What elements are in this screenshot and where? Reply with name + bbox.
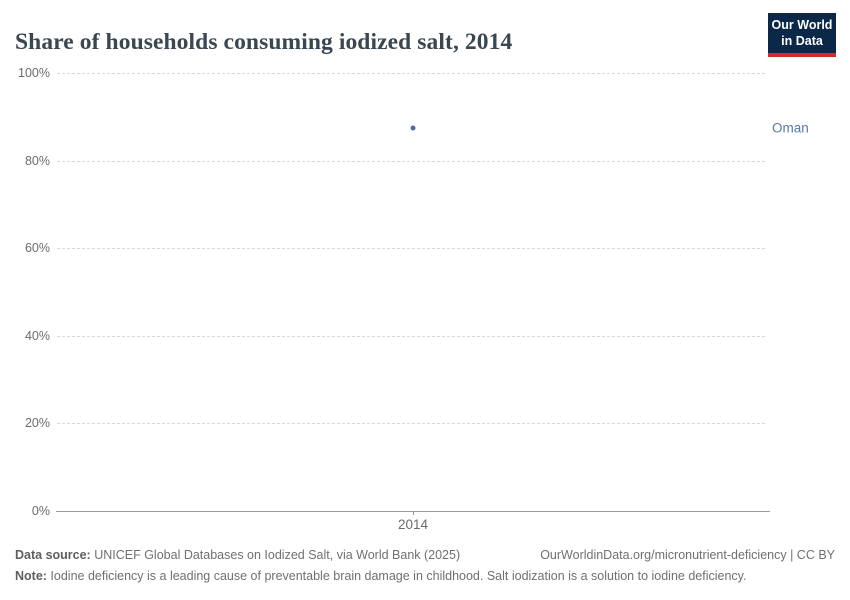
data-point-oman[interactable] (410, 125, 416, 131)
footer-line1: Data source: UNICEF Global Databases on … (15, 545, 835, 566)
y-axis-tick-label: 40% (24, 328, 50, 343)
note-label: Note: (15, 569, 47, 583)
gridline (57, 423, 765, 425)
gridline (57, 160, 765, 162)
owid-logo[interactable]: Our World in Data (768, 13, 836, 58)
entity-label-oman[interactable]: Oman (772, 120, 809, 136)
y-axis-tick-label: 20% (24, 416, 50, 431)
owid-logo-line1: Our World (771, 18, 833, 32)
y-axis-tick-label: 60% (24, 241, 50, 256)
data-source-text: Data source: UNICEF Global Databases on … (15, 545, 460, 566)
gridline (57, 248, 765, 250)
y-axis-tick-label: 100% (18, 66, 50, 80)
note-value: Iodine deficiency is a leading cause of … (46, 569, 747, 583)
gridline (57, 73, 765, 74)
chart-title: Share of households consuming iodized sa… (15, 28, 513, 55)
chart-footer: Data source: UNICEF Global Databases on … (15, 545, 835, 587)
attribution-text: OurWorldinData.org/micronutrient-deficie… (540, 548, 835, 562)
data-source-label: Data source: (15, 548, 91, 562)
x-axis-tick-label: 2014 (397, 517, 429, 532)
y-axis-tick-label: 0% (31, 504, 50, 518)
data-source-value: UNICEF Global Databases on Iodized Salt,… (90, 548, 461, 562)
owid-logo-line2: in Data (781, 33, 823, 48)
chart-note: Note: Iodine deficiency is a leading cau… (15, 566, 835, 587)
x-axis-tick (413, 511, 414, 515)
gridline (57, 335, 765, 337)
y-axis-tick-label: 80% (24, 153, 50, 168)
